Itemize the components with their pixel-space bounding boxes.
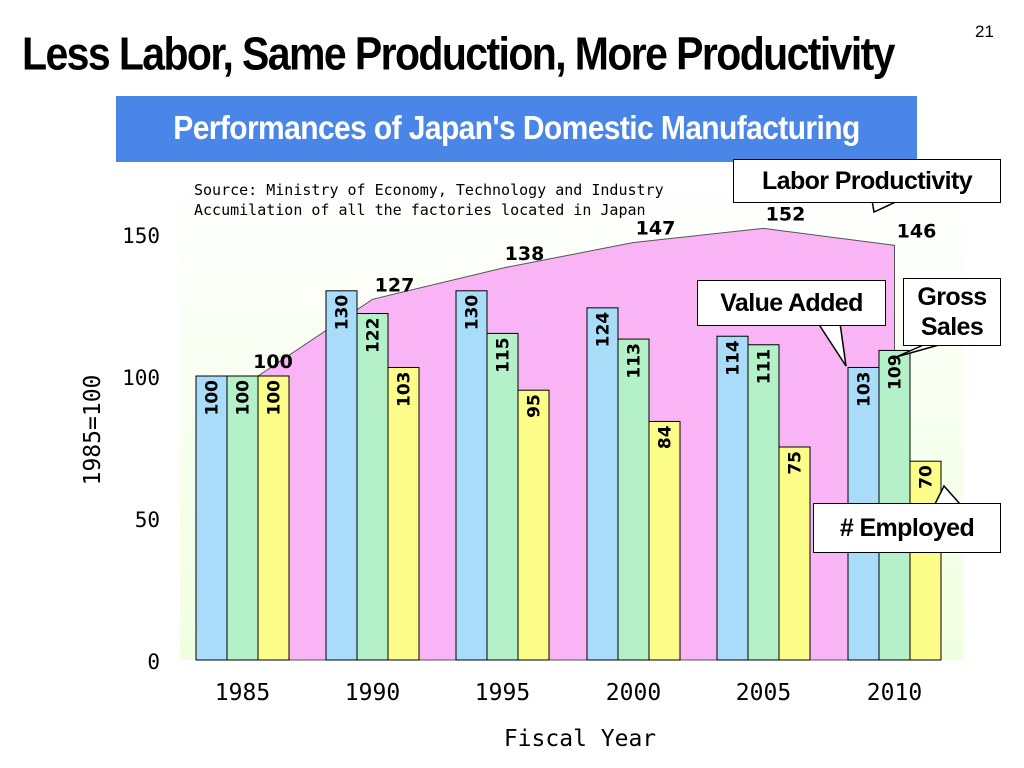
bar-value-label: 115 xyxy=(494,337,514,373)
bar-employed-1990 xyxy=(387,366,420,661)
value-added-callout: Value Added xyxy=(697,280,886,326)
bar-employed-2000 xyxy=(648,420,681,661)
x-tick-label: 1985 xyxy=(215,680,270,706)
bar-gross-sales-2000 xyxy=(617,338,650,661)
labor-productivity-value-label: 138 xyxy=(505,243,545,265)
bar-value-label: 84 xyxy=(656,425,676,449)
source-note-line-1: Source: Ministry of Economy, Technology … xyxy=(194,181,664,199)
bar-value-added-1985 xyxy=(195,375,228,661)
bar-value-label: 70 xyxy=(917,465,937,489)
bar-value-added-1990 xyxy=(325,290,358,661)
source-note-line-2: Accumilation of all the factories locate… xyxy=(194,201,646,219)
bar-value-label: 100 xyxy=(265,380,285,416)
value-added-leader xyxy=(817,322,847,367)
bar-employed-1995 xyxy=(517,389,550,661)
x-tick-label: 2005 xyxy=(736,680,791,706)
bar-value-label: 103 xyxy=(395,371,415,407)
bar-value-label: 113 xyxy=(625,343,645,379)
y-axis-label: 1985=100 xyxy=(80,375,106,486)
x-tick-label: 2010 xyxy=(867,680,922,706)
gross-sales-callout: Gross Sales xyxy=(903,278,1001,346)
y-tick-label: 50 xyxy=(135,508,160,532)
labor-productivity-value-label: 127 xyxy=(375,274,415,296)
bar-value-label: 130 xyxy=(463,295,483,331)
bar-value-added-2000 xyxy=(586,307,619,661)
labor-productivity-leader xyxy=(871,199,901,214)
bar-value-added-1995 xyxy=(455,290,488,661)
x-axis-label: Fiscal Year xyxy=(504,726,656,752)
labor-productivity-value-label: 146 xyxy=(897,220,937,242)
labor-productivity-callout: Labor Productivity xyxy=(733,159,1001,203)
bar-value-label: 100 xyxy=(234,380,254,416)
x-tick-label: 2000 xyxy=(606,680,661,706)
labor-productivity-value-label: 100 xyxy=(253,351,293,373)
bar-gross-sales-1985 xyxy=(226,375,259,661)
labor-productivity-value-label: 152 xyxy=(766,203,806,225)
bar-value-label: 114 xyxy=(724,340,744,376)
subtitle-banner: Performances of Japan's Domestic Manufac… xyxy=(116,96,917,162)
page-number: 21 xyxy=(975,22,994,41)
gross-sales-callout-line-1: Gross xyxy=(917,283,987,311)
x-tick-label: 1990 xyxy=(345,680,400,706)
bar-employed-2010 xyxy=(909,460,942,661)
bar-employed-2005 xyxy=(778,446,811,661)
y-tick-label: 100 xyxy=(122,366,160,390)
employed-leader xyxy=(934,484,961,505)
bar-value-label: 103 xyxy=(855,371,875,407)
gross-sales-callout-line-2: Sales xyxy=(920,313,984,341)
bar-value-label: 124 xyxy=(594,312,614,348)
y-tick-label: 150 xyxy=(122,224,160,248)
labor-productivity-value-label: 147 xyxy=(636,218,676,240)
y-tick-label: 0 xyxy=(147,650,160,674)
bar-value-label: 75 xyxy=(786,451,806,475)
bar-employed-1985 xyxy=(257,375,290,661)
chart-subtitle: Performances of Japan's Domestic Manufac… xyxy=(173,110,860,147)
bar-value-label: 122 xyxy=(364,318,384,354)
bar-value-label: 100 xyxy=(203,380,223,416)
bar-gross-sales-1995 xyxy=(486,332,519,661)
bar-value-label: 130 xyxy=(333,295,353,331)
bar-gross-sales-2005 xyxy=(747,344,780,661)
employed-callout: # Employed xyxy=(813,503,1001,553)
bar-gross-sales-1990 xyxy=(356,313,389,661)
x-tick-label: 1995 xyxy=(475,680,530,706)
bar-value-label: 111 xyxy=(755,349,775,385)
gross-sales-leader xyxy=(895,342,947,358)
bar-value-label: 109 xyxy=(886,354,906,390)
slide-title: Less Labor, Same Production, More Produc… xyxy=(22,28,895,80)
bar-value-added-2005 xyxy=(716,335,749,661)
bar-value-label: 95 xyxy=(525,394,545,418)
